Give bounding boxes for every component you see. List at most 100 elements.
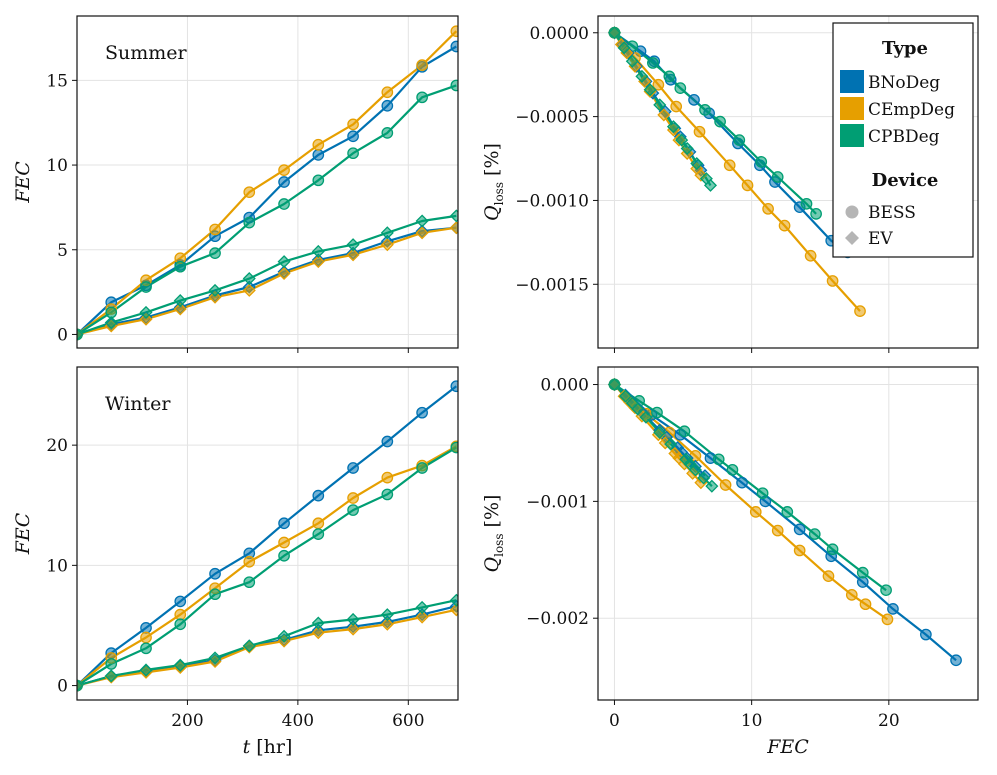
marker-circle-cpbdeg — [826, 543, 839, 556]
marker-circle-cempdeg — [347, 492, 359, 504]
plot-area — [607, 378, 962, 667]
marker-diamond-cpbdeg — [277, 629, 291, 643]
marker-circle-cempdeg — [243, 186, 256, 199]
marker-circle-cempdeg — [381, 86, 394, 99]
series-line-bnodeg-bess — [77, 385, 457, 687]
marker-diamond-cpbdeg — [635, 69, 649, 83]
marker-circle-bnodeg — [174, 595, 187, 608]
marker-diamond-cempdeg — [208, 290, 222, 304]
y-axis-label-q: Q — [481, 557, 503, 573]
marker-circle-cempdeg — [881, 613, 894, 626]
marker-diamond-cempdeg — [311, 626, 325, 640]
marker-diamond-cpbdeg — [705, 479, 719, 493]
marker-circle-cpbdeg — [312, 528, 325, 540]
marker-circle-bnodeg — [347, 462, 359, 474]
marker-circle-cempdeg — [845, 588, 858, 601]
marker-circle-cpbdeg — [856, 566, 869, 579]
y-axis-label: Qloss [%] — [481, 495, 506, 573]
marker-diamond-cempdeg — [694, 168, 708, 182]
x-tick-label: 10 — [741, 711, 763, 731]
y-axis-label-sub: loss — [492, 182, 506, 205]
y-tick-label: 0.000 — [540, 376, 589, 396]
series-line-cempdeg-bess — [77, 30, 458, 336]
marker-diamond-cpbdeg — [690, 157, 704, 171]
marker-circle-cempdeg — [209, 223, 221, 236]
marker-circle-cempdeg — [771, 524, 784, 537]
marker-circle-cpbdeg — [209, 247, 221, 259]
marker-diamond-cpbdeg — [380, 608, 394, 622]
marker-diamond-cpbdeg — [415, 600, 429, 614]
marker-circle-cempdeg — [822, 570, 835, 582]
marker-diamond-cpbdeg — [346, 612, 360, 626]
marker-circle-cpbdeg — [416, 91, 428, 104]
series-line-bnodeg-bess — [77, 45, 457, 336]
marker-circle-cempdeg — [670, 100, 683, 113]
plot-area — [607, 26, 866, 317]
y-tick-label: 10 — [46, 556, 68, 576]
marker-circle-bnodeg — [688, 93, 700, 106]
marker-circle-cpbdeg — [726, 463, 739, 476]
plot-area — [77, 380, 458, 693]
legend-swatch-cpbdeg — [840, 124, 864, 147]
season-annotation: Summer — [105, 42, 188, 64]
series-line-cempdeg-bess — [77, 445, 457, 687]
marker-circle-cpbdeg — [347, 504, 359, 516]
marker-diamond-cpbdeg — [346, 238, 360, 252]
marker-diamond-cpbdeg — [242, 272, 256, 286]
marker-diamond-cempdeg — [380, 617, 394, 631]
marker-circle-cempdeg — [347, 118, 359, 131]
marker-circle-cpbdeg — [714, 115, 726, 128]
y-tick-label: −0.002 — [526, 609, 589, 629]
series-line-cempdeg-bess — [613, 383, 889, 621]
marker-circle-cpbdeg — [800, 197, 813, 210]
panel-winter-fec: 200 400 600 0 10 20 FEC t [hr] Winter — [12, 366, 459, 758]
y-tick-label: −0.0015 — [515, 275, 589, 295]
marker-circle-bnodeg — [950, 654, 962, 667]
marker-circle-cempdeg — [778, 219, 791, 232]
marker-diamond-cpbdeg — [607, 26, 621, 40]
marker-diamond-cpbdeg — [77, 679, 84, 693]
marker-circle-cpbdeg — [105, 658, 118, 670]
marker-diamond-cpbdeg — [664, 437, 678, 451]
marker-circle-cempdeg — [174, 608, 187, 621]
legend-type-bnodeg: BNoDeg — [868, 73, 940, 93]
marker-circle-bnodeg — [736, 476, 748, 489]
marker-circle-cpbdeg — [678, 425, 691, 438]
marker-diamond-cpbdeg — [104, 669, 118, 683]
marker-circle-bnodeg — [450, 40, 458, 53]
marker-diamond-cempdeg — [415, 226, 429, 240]
y-axis-label-unit: [%] — [481, 143, 503, 182]
panel-summer-fec: 0 5 10 15 FEC Summer — [12, 15, 459, 353]
y-tick-label: 0 — [57, 325, 68, 345]
marker-circle-cpbdeg — [105, 306, 118, 319]
y-axis-label: FEC — [12, 512, 34, 555]
marker-circle-cpbdeg — [699, 104, 711, 116]
marker-diamond-cpbdeg — [675, 133, 689, 147]
y-tick-label: 0.0000 — [530, 24, 589, 44]
y-tick-label: 0 — [57, 677, 68, 697]
marker-diamond-cpbdeg — [139, 663, 153, 677]
marker-circle-cempdeg — [826, 275, 839, 287]
marker-diamond-cpbdeg — [631, 402, 645, 416]
marker-diamond-cpbdeg — [208, 651, 222, 665]
marker-diamond-cpbdeg — [311, 616, 325, 630]
marker-diamond-cpbdeg — [242, 639, 256, 653]
marker-diamond-cpbdeg — [77, 327, 84, 341]
marker-circle-cpbdeg — [278, 198, 290, 210]
marker-circle-cempdeg — [652, 78, 665, 91]
marker-diamond-cempdeg — [242, 283, 256, 297]
marker-diamond-cpbdeg — [139, 305, 153, 319]
legend-circle-marker — [845, 205, 859, 219]
marker-circle-cempdeg — [793, 544, 806, 557]
marker-circle-cempdeg — [312, 517, 325, 530]
y-axis-label-sub: loss — [492, 533, 506, 556]
marker-circle-bnodeg — [450, 380, 458, 393]
marker-diamond-cpbdeg — [104, 316, 118, 330]
marker-circle-cempdeg — [140, 631, 152, 644]
marker-circle-cempdeg — [693, 125, 706, 138]
marker-diamond-cpbdeg — [449, 593, 458, 607]
marker-diamond-cpbdeg — [617, 41, 631, 55]
marker-circle-cpbdeg — [416, 462, 428, 474]
marker-diamond-cpbdeg — [311, 244, 325, 258]
y-axis-label: Qloss [%] — [481, 143, 506, 221]
